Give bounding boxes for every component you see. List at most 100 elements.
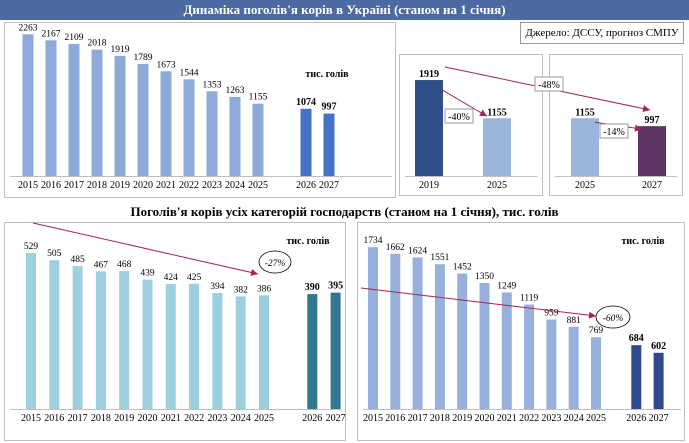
change-circle [595,305,631,329]
bar [45,40,57,176]
data-label: 2109 [65,33,84,43]
panel-frame [399,54,543,196]
data-label: 1919 [111,45,130,55]
x-tick-label: 2021 [161,413,181,424]
x-tick-label: 2015 [363,413,383,424]
data-label: 602 [651,341,666,352]
change-label: -60% [603,314,624,324]
data-label: 1353 [203,80,222,90]
change-circle [258,250,292,274]
x-tick-label: 2026 [296,180,316,191]
bar [330,292,341,409]
chart-frame [4,222,346,441]
x-tick-label: 2027 [649,413,669,424]
bar [183,79,195,176]
x-tick-label: 2024 [231,413,251,424]
data-label: 1263 [226,86,245,96]
x-tick-label: 2023 [207,413,227,424]
bar [137,63,149,176]
bar [160,71,172,176]
overall-arrow-head [642,105,650,112]
x-tick-label: 2027 [326,413,346,424]
x-tick-label: 2024 [564,413,584,424]
unit-label: тис. голів [286,236,330,247]
x-tick-label: 2019 [110,180,130,191]
data-label: 2018 [88,39,107,49]
bar [457,273,468,409]
x-tick-label: 2015 [18,180,38,191]
x-tick-label: 2026 [626,413,646,424]
change-label: -27% [265,259,286,269]
x-tick-label: 2015 [21,413,41,424]
data-label: 1249 [497,281,516,291]
chart-comparison: 1919 2019 1155 2025 1155 2025 997 2027 -40% -14% -… [399,54,683,196]
x-tick-label: 2020 [475,413,495,424]
x-tick-label: 2025 [575,180,595,191]
data-label: 1119 [520,294,539,304]
data-label: 1074 [296,97,316,108]
data-label: 1155 [249,93,268,103]
bar [638,126,666,176]
bar [252,103,264,176]
data-label: 1662 [386,243,405,253]
unit-label: тис. голів [305,69,349,80]
data-label: 425 [187,273,202,283]
bar [206,91,218,176]
bar [189,283,200,409]
x-tick-label: 2021 [497,413,517,424]
bar [259,295,269,409]
data-label: 386 [257,284,272,294]
bar [483,118,511,176]
data-label: 769 [589,326,604,336]
change-arrow [438,87,488,117]
x-tick-label: 2017 [64,180,84,191]
data-label: 1350 [475,272,494,282]
chart-frame [357,222,685,441]
x-tick-label: 2019 [114,413,134,424]
x-tick-label: 2019 [452,413,472,424]
change-arrow-head [479,109,487,117]
bar [415,80,443,176]
x-tick-label: 2025 [487,180,507,191]
data-label: 1155 [575,107,594,118]
chart-bottom-right: 1734 2015 1662 2016 1624 2017 1551 2018 1452 2019… [357,222,685,441]
bar [390,253,401,409]
data-label: 1551 [430,253,449,263]
trend-arrow [32,222,259,275]
bar [591,337,601,409]
data-label: 1155 [487,107,506,118]
x-tick-label: 2027 [642,180,662,191]
data-label: 467 [94,260,109,270]
bar [26,253,36,409]
chart-bottom-left: 529 2015 505 2016 485 2017 467 2018 468 2019 439 20… [4,222,346,441]
bar [568,326,579,409]
data-label: 394 [210,282,225,292]
x-tick-label: 2021 [156,180,176,191]
data-label: 505 [47,249,62,259]
chart-top-main: 2263201521672016210920172018201819192019… [4,22,396,198]
data-label: 439 [140,269,155,279]
x-tick-label: 2027 [319,180,339,191]
bar [212,292,223,409]
bar [307,294,318,409]
bar [412,257,423,409]
source-note: Джерело: ДССУ, прогноз СМПУ [520,22,684,44]
bar [571,118,599,176]
bar [114,55,126,176]
data-label: 1624 [408,246,427,256]
bar [68,43,80,177]
change-badge [534,76,564,92]
x-tick-label: 2018 [91,413,111,424]
change-badge [444,108,474,124]
data-label: 2263 [19,23,38,33]
page-title: Динаміка поголів'я корів в Україні (стан… [0,0,689,20]
trend-arrow [360,287,597,317]
x-tick-label: 2023 [541,413,561,424]
x-tick-label: 2016 [41,180,61,191]
x-tick-label: 2017 [408,413,428,424]
data-label: 382 [234,285,249,295]
bar [49,260,60,409]
x-tick-label: 2016 [44,413,64,424]
trend-arrow-head [250,269,258,276]
trend-arrow-head [588,311,596,319]
